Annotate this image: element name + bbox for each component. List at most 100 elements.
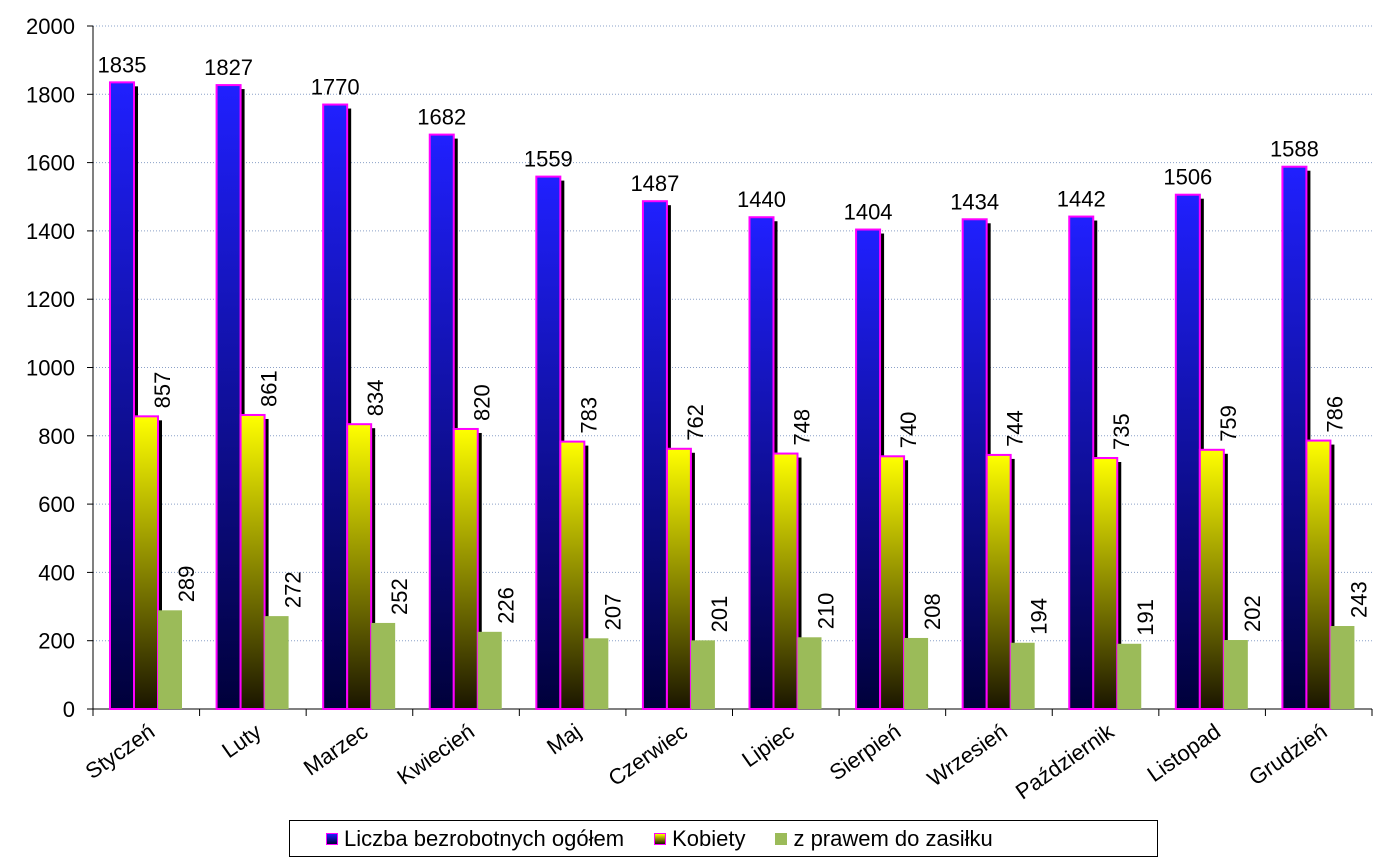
data-label-women: 857: [150, 372, 175, 409]
bar-benefit: [1117, 643, 1142, 709]
bar-total: [748, 216, 775, 711]
gridlines: [93, 25, 1372, 642]
legend-label-total: Liczba bezrobotnych ogółem: [344, 825, 625, 851]
data-label-total: 1835: [98, 52, 147, 77]
data-label-benefit: 289: [174, 566, 199, 603]
bars: [109, 81, 1355, 711]
bar-total: [641, 200, 668, 710]
x-category-label: Wrzesień: [923, 719, 1012, 792]
y-tick-label: 400: [38, 560, 75, 585]
y-tick-label: 2000: [26, 14, 75, 39]
x-category-label: Marzec: [299, 719, 372, 781]
legend-label-benefit: z prawem do zasiłku: [793, 825, 993, 851]
bar-benefit: [477, 631, 502, 709]
legend-swatch-total: [326, 832, 338, 845]
bar-benefit: [690, 640, 715, 709]
bar-benefit: [1223, 640, 1248, 709]
bar-total: [535, 175, 562, 710]
bar-benefit: [264, 616, 289, 709]
data-label-total: 1487: [630, 171, 679, 196]
data-label-total: 1404: [844, 200, 893, 225]
y-tick-label: 200: [38, 629, 75, 654]
bar-women: [452, 427, 479, 710]
x-category-label: Czerwiec: [604, 719, 692, 791]
x-category-label: Maj: [542, 719, 585, 760]
data-label-benefit: 191: [1133, 599, 1158, 636]
data-label-total: 1506: [1163, 165, 1212, 190]
x-category-label: Październik: [1011, 718, 1119, 804]
y-tick-label: 0: [63, 697, 75, 722]
x-category-label: Luty: [217, 719, 265, 763]
data-label-total: 1827: [204, 55, 253, 80]
data-label-benefit: 201: [707, 596, 732, 633]
data-label-benefit: 272: [281, 571, 306, 608]
data-label-women: 820: [470, 384, 495, 421]
data-label-women: 735: [1109, 413, 1134, 450]
bar-benefit: [797, 637, 822, 709]
bar-total: [428, 133, 455, 711]
data-label-benefit: 252: [387, 578, 412, 615]
y-tick-label: 1000: [26, 356, 75, 381]
bar-total: [1281, 165, 1308, 710]
bar-benefit: [371, 622, 396, 709]
x-category-label: Grudzień: [1244, 719, 1331, 791]
bar-women: [1092, 456, 1119, 710]
data-label-women: 783: [576, 397, 601, 434]
data-label-benefit: 194: [1027, 598, 1052, 635]
y-tick-label: 1200: [26, 287, 75, 312]
bar-total: [215, 84, 242, 710]
bar-women: [772, 452, 799, 711]
data-label-women: 740: [896, 412, 921, 449]
legend: Liczba bezrobotnych ogółem Kobiety z pra…: [289, 820, 1158, 857]
data-label-total: 1440: [737, 187, 786, 212]
data-label-total: 1442: [1057, 187, 1106, 212]
y-tick-label: 800: [38, 424, 75, 449]
legend-item-total: Liczba bezrobotnych ogółem: [326, 826, 624, 852]
bar-women: [133, 415, 159, 710]
bar-women: [665, 447, 692, 710]
legend-item-women: Kobiety: [654, 826, 745, 852]
bar-chart: 0 200 400 600 800 1000 1200 1400 1600 1800 2000 Sty…: [26, 14, 1373, 804]
data-label-women: 762: [683, 404, 708, 441]
bar-total: [109, 81, 135, 711]
data-label-benefit: 202: [1240, 595, 1265, 632]
data-label-total: 1770: [311, 75, 360, 100]
data-label-women: 748: [790, 409, 815, 446]
bar-women: [985, 453, 1012, 711]
legend-swatch-benefit: [775, 832, 788, 845]
data-label-women: 786: [1322, 396, 1347, 433]
data-label-total: 1682: [417, 105, 466, 130]
x-category-label: Sierpień: [825, 719, 905, 786]
data-label-total: 1559: [524, 147, 573, 172]
bar-benefit: [904, 637, 929, 709]
bar-women: [1198, 448, 1225, 710]
data-label-women: 759: [1216, 405, 1241, 442]
data-label-benefit: 243: [1346, 581, 1371, 618]
bar-benefit: [158, 610, 182, 709]
data-label-benefit: 208: [920, 593, 945, 630]
bar-women: [346, 423, 373, 710]
legend-label-women: Kobiety: [672, 825, 746, 851]
x-category-label: Styczeń: [81, 719, 159, 784]
data-label-women: 834: [363, 379, 388, 416]
bar-women: [1305, 439, 1332, 710]
bar-total: [1068, 215, 1095, 710]
bar-total: [322, 103, 349, 711]
x-category-label: Lipiec: [737, 719, 798, 772]
legend-item-benefit: z prawem do zasiłku: [775, 825, 993, 852]
data-label-benefit: 226: [494, 587, 519, 624]
data-labels: 1835 1827 1770 1682 1559 1487 1440 1404 1434 1442…: [98, 52, 1372, 635]
y-tick-label: 1800: [26, 82, 75, 107]
y-tick-label: 600: [38, 492, 75, 517]
bar-total: [961, 218, 988, 710]
bar-women: [239, 413, 266, 710]
bar-benefit: [584, 638, 609, 709]
data-label-women: 744: [1003, 410, 1028, 447]
bar-women: [879, 455, 906, 711]
legend-swatch-women: [654, 832, 667, 845]
data-label-total: 1434: [950, 189, 999, 214]
bar-total: [855, 228, 882, 710]
y-tick-label: 1400: [26, 219, 75, 244]
x-category-label: Kwiecień: [392, 719, 478, 790]
y-tick-label: 1600: [26, 151, 75, 176]
